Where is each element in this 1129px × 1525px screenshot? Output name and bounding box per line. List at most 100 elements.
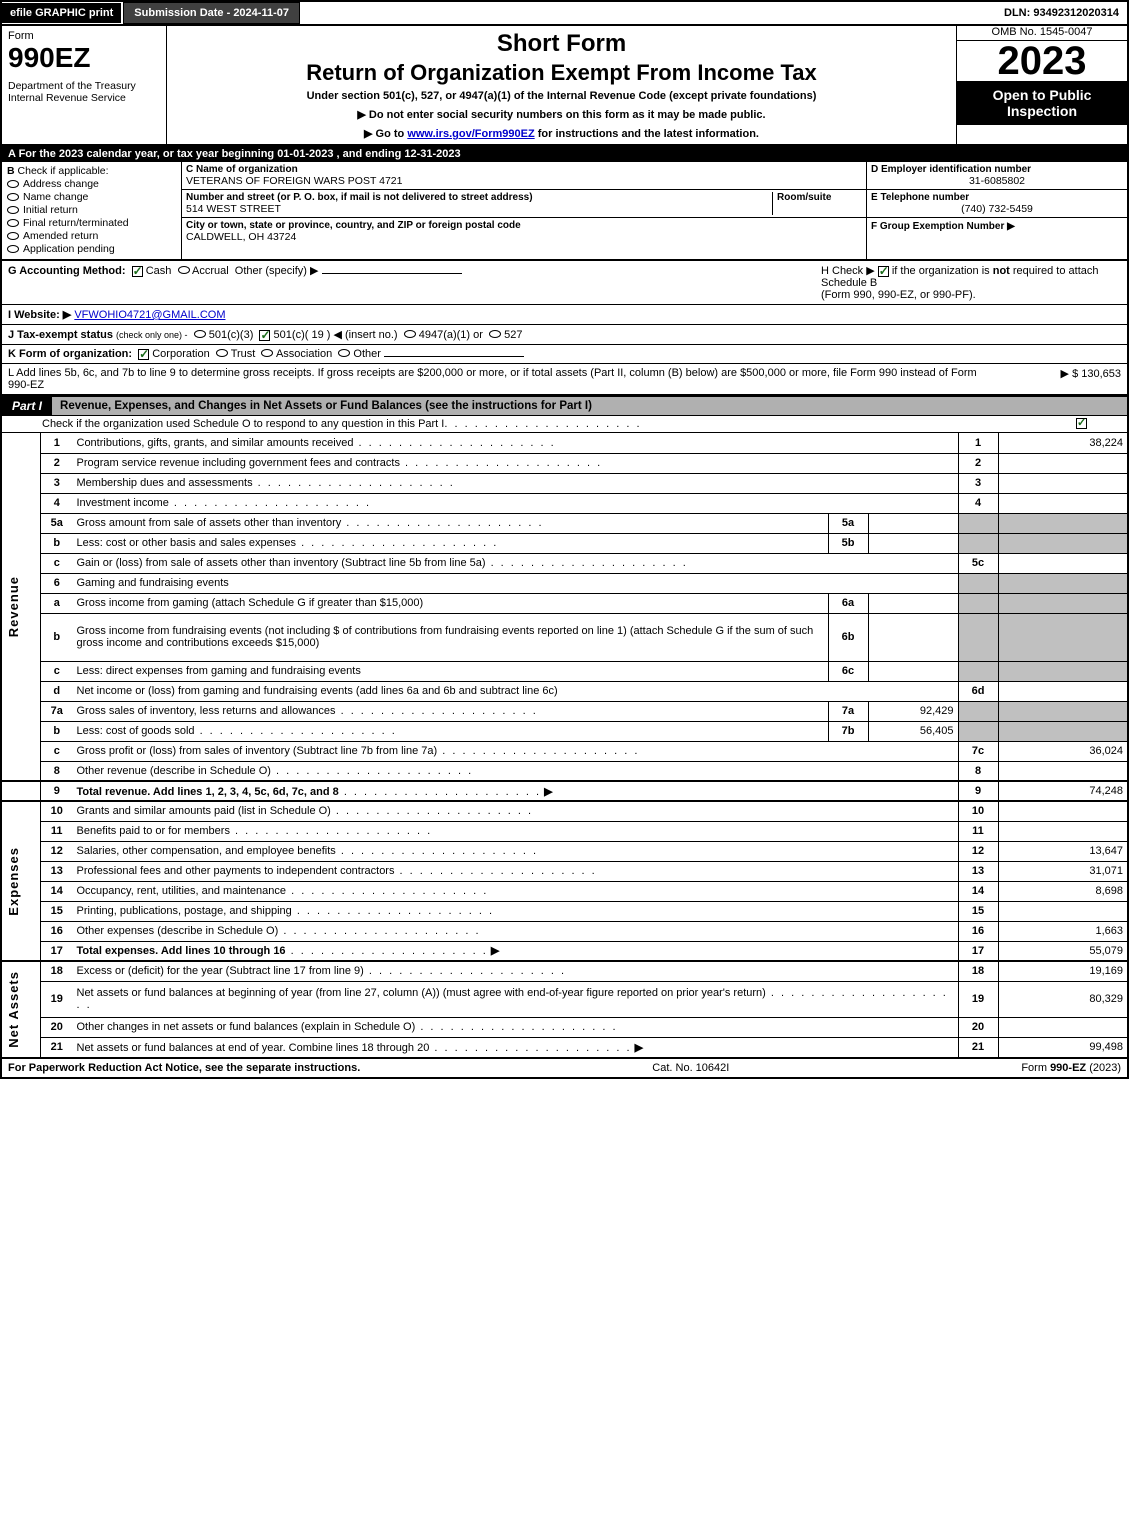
tax-year: 2023 (957, 41, 1127, 81)
g-accrual: Accrual (192, 265, 229, 277)
desc: Total expenses. Add lines 10 through 16 (77, 945, 286, 957)
mid-v (868, 593, 958, 613)
part1-table: Revenue 1 Contributions, gifts, grants, … (0, 433, 1129, 1058)
chk-cash[interactable] (132, 266, 143, 277)
key: 3 (958, 473, 998, 493)
num: 11 (41, 821, 73, 841)
chk-application-pending[interactable]: Application pending (7, 243, 176, 255)
oval-501c3[interactable] (194, 330, 206, 338)
desc: Gross sales of inventory, less returns a… (77, 705, 336, 717)
c-name-label: C Name of organization (186, 164, 862, 175)
chk-final-return[interactable]: Final return/terminated (7, 217, 176, 229)
desc: Less: cost of goods sold (77, 725, 195, 737)
desc: Gross amount from sale of assets other t… (77, 517, 342, 529)
oval-icon (7, 245, 19, 253)
b-label: B (7, 165, 15, 177)
val (998, 453, 1128, 473)
oval-assoc[interactable] (261, 349, 273, 357)
num: 9 (41, 781, 73, 801)
org-name-block: C Name of organization VETERANS OF FOREI… (182, 162, 866, 190)
num: 2 (41, 453, 73, 473)
page-footer: For Paperwork Reduction Act Notice, see … (0, 1058, 1129, 1079)
key: 13 (958, 861, 998, 881)
ein-value: 31-6085802 (871, 175, 1123, 187)
desc: Less: direct expenses from gaming and fu… (77, 665, 361, 677)
line-2: 2 Program service revenue including gover… (1, 453, 1128, 473)
mid-k: 5b (828, 533, 868, 553)
desc: Total revenue. Add lines 1, 2, 3, 4, 5c,… (77, 786, 339, 798)
vtext-netassets: Net Assets (6, 971, 21, 1048)
desc: Net assets or fund balances at end of ye… (77, 1042, 430, 1054)
chk-corp[interactable] (138, 349, 149, 360)
num: 6 (41, 573, 73, 593)
l-text: L Add lines 5b, 6c, and 7b to line 9 to … (8, 367, 991, 391)
key: 10 (958, 801, 998, 821)
line-5c: cGain or (loss) from sale of assets othe… (1, 553, 1128, 573)
chk-address-change[interactable]: Address change (7, 178, 176, 190)
form-id-cell: Form 990EZ Department of the Treasury In… (2, 26, 167, 144)
h-text4: (Form 990, 990-EZ, or 990-PF). (821, 289, 976, 301)
line-1: Revenue 1 Contributions, gifts, grants, … (1, 433, 1128, 453)
num: b (41, 533, 73, 553)
desc: Less: cost or other basis and sales expe… (77, 537, 297, 549)
col-def: D Employer identification number 31-6085… (867, 162, 1127, 259)
key-grey (958, 613, 998, 661)
g-other-field[interactable] (322, 273, 462, 274)
k-trust: Trust (231, 348, 256, 360)
mid-k: 6b (828, 613, 868, 661)
title-cell: Short Form Return of Organization Exempt… (167, 26, 957, 144)
oval-trust[interactable] (216, 349, 228, 357)
top-bar: efile GRAPHIC print Submission Date - 20… (0, 0, 1129, 26)
instruction-2: ▶ Go to www.irs.gov/Form990EZ for instru… (173, 127, 950, 140)
desc: Salaries, other compensation, and employ… (77, 845, 336, 857)
oval-other[interactable] (338, 349, 350, 357)
key: 17 (958, 941, 998, 961)
efile-print-label[interactable]: efile GRAPHIC print (2, 3, 121, 23)
k-other-field[interactable] (384, 356, 524, 357)
oval-527[interactable] (489, 330, 501, 338)
chk-name-change[interactable]: Name change (7, 191, 176, 203)
row-l: L Add lines 5b, 6c, and 7b to line 9 to … (0, 364, 1129, 396)
e-phone-block: E Telephone number (740) 732-5459 (867, 190, 1127, 218)
mid-v (868, 661, 958, 681)
val (998, 473, 1128, 493)
phone-value: (740) 732-5459 (871, 203, 1123, 215)
chk-amended-return[interactable]: Amended return (7, 230, 176, 242)
k-other: Other (353, 348, 381, 360)
vside-revenue: Revenue (1, 433, 41, 781)
mid-v: 92,429 (868, 701, 958, 721)
val: 1,663 (998, 921, 1128, 941)
desc: Contributions, gifts, grants, and simila… (77, 437, 354, 449)
line-13: 13 Professional fees and other payments t… (1, 861, 1128, 881)
form-word: Form (8, 30, 160, 42)
line-7b: bLess: cost of goods sold7b56,405 (1, 721, 1128, 741)
num: c (41, 661, 73, 681)
line-14: 14Occupancy, rent, utilities, and mainte… (1, 881, 1128, 901)
oval-accrual[interactable] (178, 266, 190, 274)
form-header: Form 990EZ Department of the Treasury In… (0, 26, 1129, 146)
val (998, 761, 1128, 781)
irs-link[interactable]: www.irs.gov/Form990EZ (407, 128, 534, 140)
chk-schedule-o[interactable] (1076, 418, 1087, 429)
num: 17 (41, 941, 73, 961)
chk-h[interactable] (878, 266, 889, 277)
desc: Benefits paid to or for members (77, 825, 230, 837)
mid-k: 7b (828, 721, 868, 741)
val-grey (998, 593, 1128, 613)
oval-4947[interactable] (404, 330, 416, 338)
website-link[interactable]: VFWOHIO4721@GMAIL.COM (74, 309, 225, 321)
line-6: 6Gaming and fundraising events (1, 573, 1128, 593)
num: 8 (41, 761, 73, 781)
j-sub: (check only one) - (116, 330, 188, 340)
key-grey (958, 661, 998, 681)
num: b (41, 721, 73, 741)
part1-label: Part I (2, 396, 52, 416)
footer-right-pre: Form (1021, 1062, 1050, 1074)
desc: Program service revenue including govern… (77, 457, 400, 469)
desc: Professional fees and other payments to … (77, 865, 395, 877)
j-o2: 501(c)( 19 ) ◀ (insert no.) (274, 329, 398, 341)
submission-date-button[interactable]: Submission Date - 2024-11-07 (123, 2, 300, 24)
opt-address-change: Address change (23, 178, 99, 190)
chk-501c[interactable] (259, 330, 270, 341)
chk-initial-return[interactable]: Initial return (7, 204, 176, 216)
